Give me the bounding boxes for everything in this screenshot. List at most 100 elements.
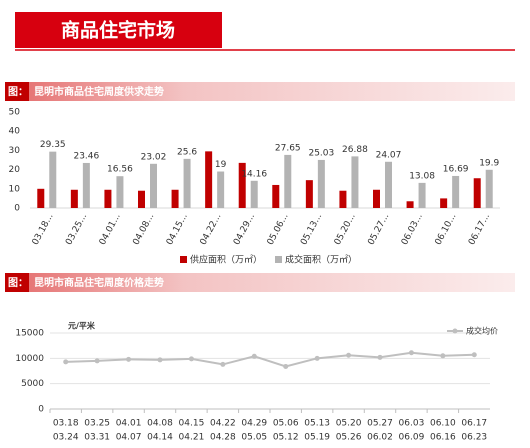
bar	[150, 163, 157, 208]
bar	[452, 175, 460, 208]
title-label: 图：	[8, 277, 28, 289]
legend-swatch	[275, 256, 282, 263]
value-label: 25.6	[177, 147, 197, 157]
marker	[408, 350, 414, 356]
title-label-box	[5, 82, 29, 101]
x-tick-label: 05.05	[241, 433, 267, 443]
title-label: 图：	[8, 86, 28, 98]
x-tick-label: 05.27	[367, 419, 393, 429]
x-tick-label: 03.25	[84, 419, 110, 429]
x-tick-label: 04.22...	[199, 212, 224, 247]
bar	[49, 151, 57, 208]
marker	[63, 359, 69, 365]
y-tick-label: 10000	[15, 354, 44, 364]
value-label: 29.35	[40, 140, 66, 150]
y-tick-label: 40	[9, 127, 21, 137]
bar	[272, 184, 280, 208]
x-tick-label: 06.09	[399, 433, 425, 443]
x-tick-label: 04.22	[210, 419, 236, 429]
y-tick-label: 0	[38, 405, 44, 415]
x-tick-label: 04.29...	[232, 212, 257, 247]
x-tick-label: 05.06	[273, 419, 299, 429]
value-label: 16.69	[443, 164, 469, 174]
x-tick-label: 04.08...	[131, 212, 156, 247]
value-label: 26.88	[342, 145, 368, 155]
bar	[70, 189, 78, 208]
header-title: 商品住宅市场	[61, 19, 175, 42]
marker	[220, 361, 226, 367]
x-tick-label: 03.24	[53, 433, 79, 443]
title-band	[5, 273, 515, 292]
x-tick-label: 06.02	[367, 433, 393, 443]
x-tick-label: 06.10	[430, 419, 456, 429]
bar	[104, 189, 112, 208]
bar	[284, 154, 292, 208]
x-tick-label: 05.20	[336, 419, 362, 429]
value-label: 23.02	[141, 152, 167, 162]
x-tick-label: 04.01...	[98, 212, 123, 247]
y-tick-label: 50	[9, 108, 21, 118]
marker	[314, 355, 320, 361]
y-tick-label: 15000	[15, 329, 44, 339]
value-label: 14.16	[241, 169, 267, 179]
y-tick-label: 10	[9, 184, 21, 194]
value-label: 19.9	[479, 158, 499, 168]
marker	[440, 353, 446, 359]
x-tick-label: 05.20...	[333, 212, 358, 247]
x-tick-label: 05.12	[273, 433, 299, 443]
bar	[418, 182, 426, 208]
x-tick-label: 04.14	[147, 433, 173, 443]
bar	[473, 178, 481, 208]
marker	[94, 358, 100, 364]
chart-title: 昆明市商品住宅周度供求走势	[34, 85, 164, 98]
bar	[406, 201, 414, 208]
x-tick-label: 04.21	[179, 433, 205, 443]
x-tick-label: 04.01	[116, 419, 142, 429]
bar	[183, 158, 191, 208]
x-tick-label: 05.13...	[299, 212, 324, 247]
x-tick-label: 05.13	[304, 419, 330, 429]
bar	[373, 189, 380, 208]
x-tick-label: 05.27...	[366, 212, 391, 247]
marker	[188, 356, 194, 362]
legend-marker	[452, 328, 458, 334]
x-tick-label: 06.03...	[400, 212, 425, 247]
value-label: 13.08	[409, 171, 435, 181]
marker	[157, 357, 163, 363]
x-tick-label: 06.17...	[467, 212, 492, 247]
bar	[171, 189, 179, 208]
x-tick-label: 06.17	[461, 419, 487, 429]
legend-label: 供应面积（万㎡）	[190, 254, 262, 266]
marker	[126, 356, 132, 362]
value-label: 27.65	[275, 143, 301, 153]
x-tick-label: 06.03	[399, 419, 425, 429]
legend-label: 成交面积（万㎡）	[285, 254, 357, 266]
x-tick-label: 04.15	[179, 419, 205, 429]
marker	[283, 363, 289, 369]
value-label: 16.56	[107, 165, 133, 175]
x-tick-label: 03.31	[84, 433, 110, 443]
x-tick-label: 03.18	[53, 419, 79, 429]
title-label-box	[5, 273, 29, 292]
x-tick-label: 05.26	[336, 433, 362, 443]
x-tick-label: 06.16	[430, 433, 456, 443]
header-banner	[15, 12, 222, 48]
bar	[82, 162, 90, 208]
bar	[238, 162, 246, 208]
value-label: 23.46	[73, 151, 99, 161]
marker	[251, 353, 257, 359]
x-tick-label: 06.10...	[434, 212, 459, 247]
bar	[440, 198, 448, 208]
x-tick-label: 05.06...	[266, 212, 291, 247]
y-tick-label: 30	[9, 146, 21, 156]
value-label: 19	[215, 160, 227, 170]
x-tick-label: 04.29	[241, 419, 267, 429]
line	[65, 351, 475, 368]
bar	[116, 176, 124, 208]
x-tick-label: 04.28	[210, 433, 236, 443]
legend-swatch	[180, 256, 187, 263]
x-tick-label: 04.08	[147, 419, 173, 429]
legend-label: 成交均价	[466, 326, 498, 336]
bar	[485, 169, 493, 208]
